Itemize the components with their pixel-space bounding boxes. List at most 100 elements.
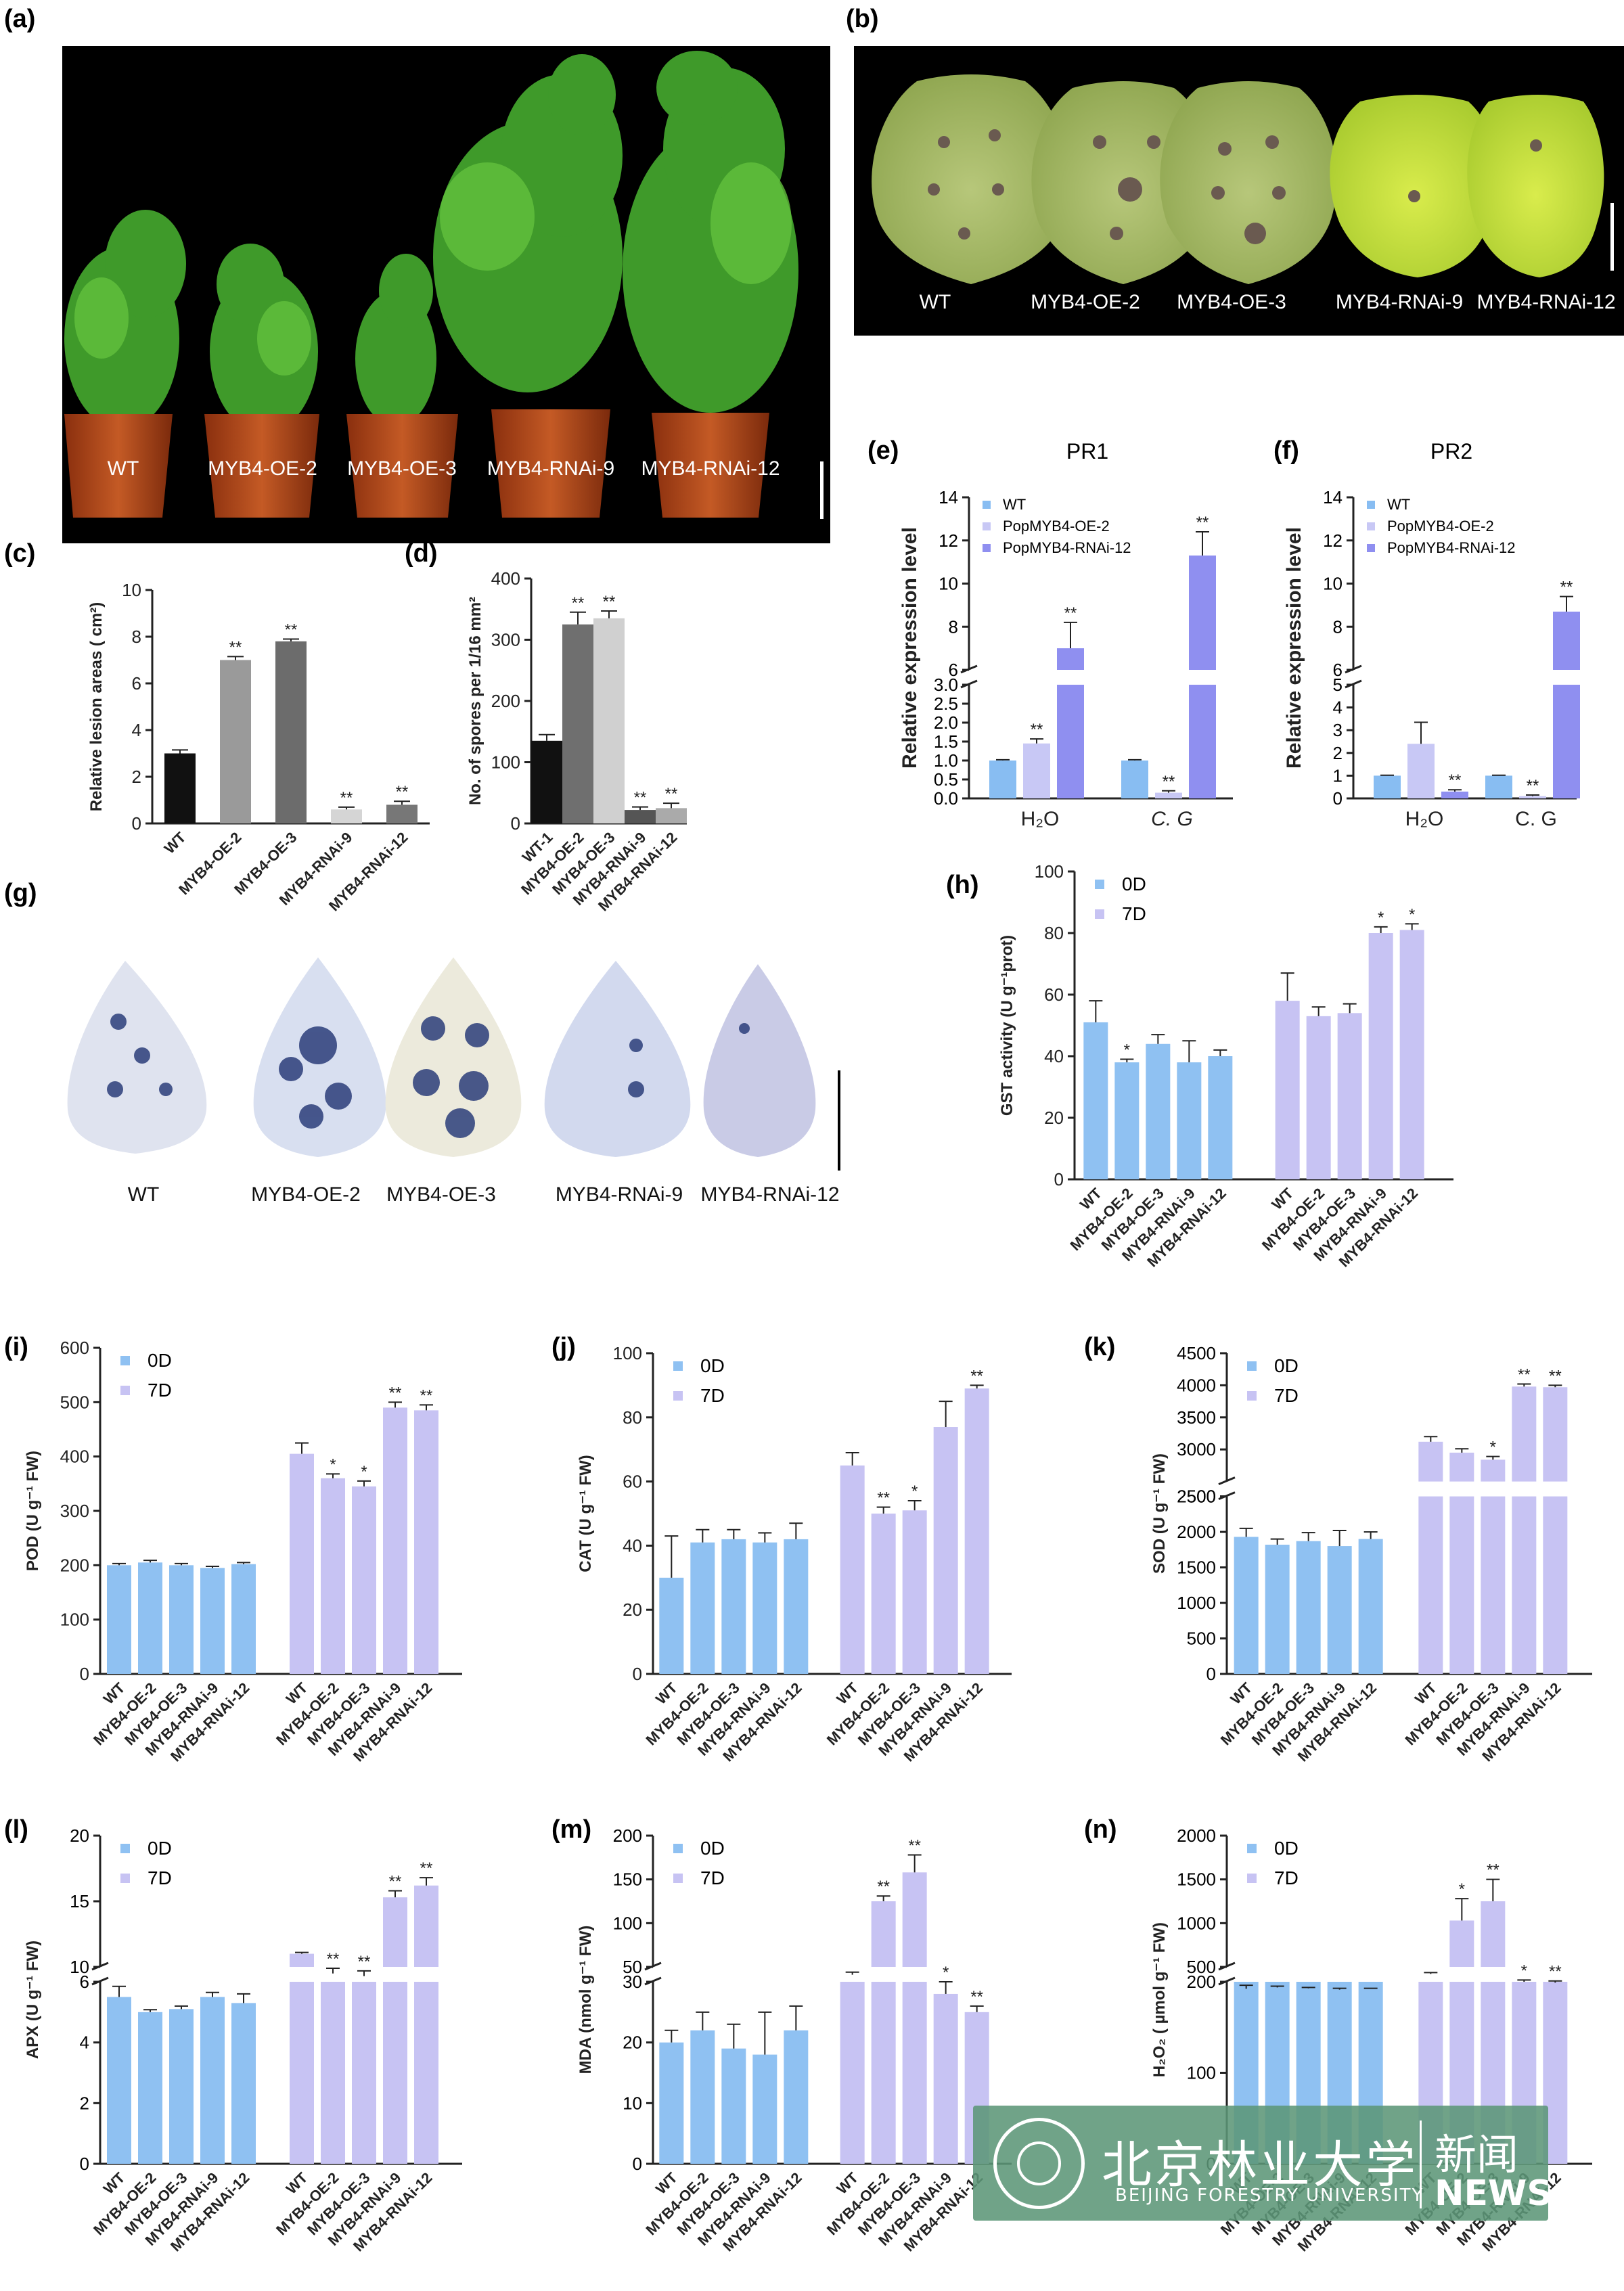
chart-e-title: PR1 — [1066, 439, 1108, 463]
chart-l-ytickl-label-3: 6 — [80, 1972, 89, 1992]
chart-e-sig-1-2: ** — [1196, 514, 1209, 532]
chart-d-sig-1: ** — [572, 594, 585, 612]
caption-g-4: MYB4-RNAi-12 — [700, 1183, 839, 1206]
chart-n-legend-0: 0D — [1274, 1838, 1299, 1859]
chart-m-bar-1-3 — [933, 1993, 958, 2164]
chart-f-bar-1-2 — [1553, 611, 1580, 670]
chart-m-sig-1-1: ** — [877, 1878, 890, 1896]
chart-k-ylabel: SOD (U g⁻¹ FW) — [1150, 1453, 1169, 1574]
chart-m-sig-1-2: ** — [908, 1836, 921, 1855]
chart-h-legend-swatch-1 — [1095, 909, 1104, 919]
chart-i-ylabel: POD (U g⁻¹ FW) — [24, 1451, 42, 1571]
chart-f-panel-label: (f) — [1273, 436, 1299, 465]
chart-l-bar-1-3-low — [383, 1982, 407, 2164]
chart-l-bar-1-0-low — [290, 1982, 314, 2164]
chart-j-legend-0: 0D — [700, 1355, 725, 1376]
chart-m-legend-swatch-0 — [673, 1844, 683, 1853]
chart-f-ytickl-label-4: 4 — [1333, 698, 1343, 718]
chart-f-ytickl-label-0: 0 — [1333, 788, 1343, 809]
chart-f-ytickh-label-2: 10 — [1323, 574, 1343, 594]
chart-f-bar-0-1 — [1407, 744, 1435, 798]
chart-m-ytickl-label-1: 10 — [623, 2093, 642, 2113]
chart-m-ytickl-label-0: 0 — [633, 2154, 642, 2174]
chart-d-bar-0 — [531, 740, 562, 823]
chart-f-legend-swatch-1 — [1367, 522, 1375, 530]
chart-h-bar-1-4 — [1399, 930, 1424, 1179]
chart-n-sig-1-3: * — [1521, 1961, 1527, 1980]
chart-k-ytickl-label-3: 1500 — [1177, 1558, 1216, 1578]
chart-h-ytick-label-4: 80 — [1044, 923, 1064, 943]
caption-a-3: MYB4-RNAi-9 — [487, 457, 614, 480]
chart-n-ytickh-label-2: 1500 — [1177, 1869, 1216, 1890]
chart-l-ytickh-label-0: 10 — [70, 1957, 89, 1977]
chart-d-panel-label: (d) — [405, 539, 438, 568]
chart-h-ytick-label-2: 40 — [1044, 1046, 1064, 1066]
chart-m-bar-1-1 — [871, 1901, 896, 1967]
chart-l-bar-1-4 — [414, 1885, 438, 1967]
chart-m-ytickl-label-3: 30 — [623, 1972, 642, 1992]
chart-j-sig-1-1: ** — [877, 1489, 890, 1507]
chart-c-ytick-label-3: 6 — [132, 673, 141, 694]
chart-h-bar-1-1 — [1306, 1016, 1331, 1179]
chart-k-break-1 — [1218, 1476, 1236, 1485]
panel-label-a: (a) — [4, 5, 35, 33]
chart-j-legend-1: 7D — [700, 1385, 725, 1406]
watermark-cn: 北京林业大学 — [1102, 2136, 1418, 2194]
chart-l-legend-0: 0D — [148, 1838, 172, 1859]
chart-e-bar-0-1 — [1023, 743, 1050, 798]
chart-k-bar-1-3-low — [1512, 1496, 1537, 1674]
chart-d-bar-3 — [625, 810, 656, 823]
chart-f-sig-0-2: ** — [1449, 771, 1462, 790]
chart-d-bar-1 — [562, 624, 593, 823]
chart-k-bar-1-0-low — [1418, 1496, 1443, 1674]
chart-l-legend-1: 7D — [148, 1867, 172, 1888]
chart-c-bar-0 — [164, 753, 196, 823]
chart-f-legend-0: WT — [1387, 496, 1410, 513]
chart-l-ytickl-label-2: 4 — [80, 2033, 89, 2053]
chart-d-bar-4 — [656, 808, 687, 823]
chart-e-bar-0-2-low — [1057, 685, 1084, 798]
chart-e-ytickl-label-3: 1.5 — [934, 731, 958, 752]
chart-h-sig-1-4: * — [1409, 905, 1415, 924]
watermark-news-cn: 新闻 — [1435, 2130, 1519, 2179]
chart-f-ytickh-label-4: 14 — [1323, 487, 1343, 507]
caption-b-3: MYB4-RNAi-9 — [1336, 291, 1463, 313]
chart-i-sig-1-2: * — [361, 1463, 367, 1481]
chart-l-bar-0-0 — [107, 1997, 131, 2164]
chart-j-bar-1-0 — [840, 1465, 865, 1674]
chart-f-ytickl-label-1: 1 — [1333, 765, 1343, 786]
chart-h-ytick-label-0: 0 — [1054, 1169, 1064, 1189]
chart-n-sig-1-1: * — [1459, 1880, 1465, 1899]
chart-h-ytick-label-5: 100 — [1035, 861, 1064, 882]
chart-k-ytickh-label-0: 2500 — [1177, 1487, 1216, 1507]
chart-l-bar-0-3 — [200, 1997, 225, 2164]
chart-e-group-1: C. G — [1151, 808, 1193, 830]
chart-f-ytickl-label-2: 2 — [1333, 743, 1343, 763]
chart-f-group-1: C. G — [1515, 808, 1557, 830]
chart-j-bar-1-1 — [871, 1514, 896, 1674]
chart-e-bar-0-2 — [1057, 648, 1084, 670]
chart-n-ylabel: H₂O₂ ( µmol g⁻¹ FW) — [1150, 1922, 1169, 2077]
chart-d-sig-2: ** — [603, 593, 616, 611]
chart-e-bar-1-2-low — [1189, 685, 1216, 798]
chart-h-bar-1-2 — [1337, 1013, 1362, 1179]
chart-d-ytick-label-1: 100 — [491, 752, 520, 773]
caption-g-3: MYB4-RNAi-9 — [556, 1183, 683, 1206]
chart-n-sig-1-2: ** — [1487, 1861, 1499, 1880]
chart-f-group-0: H₂O — [1405, 808, 1444, 830]
chart-f-bar-0-2 — [1441, 791, 1468, 798]
chart-k-ytickh-label-1: 3000 — [1177, 1439, 1216, 1459]
chart-m: (m)501001502000102030*******WTMYB4-OE-2M… — [551, 1815, 1012, 2254]
chart-l-bar-1-1-low — [321, 1982, 345, 2164]
chart-h-bar-1-0 — [1275, 1001, 1300, 1179]
chart-h-legend-0: 0D — [1122, 874, 1146, 894]
chart-k-bar-1-4-low — [1543, 1496, 1568, 1674]
chart-d-sig-3: ** — [634, 789, 647, 807]
chart-d-sig-4: ** — [665, 785, 678, 803]
chart-k-ytickh-label-2: 3500 — [1177, 1407, 1216, 1428]
chart-e-ytickl-label-2: 1.0 — [934, 750, 958, 771]
